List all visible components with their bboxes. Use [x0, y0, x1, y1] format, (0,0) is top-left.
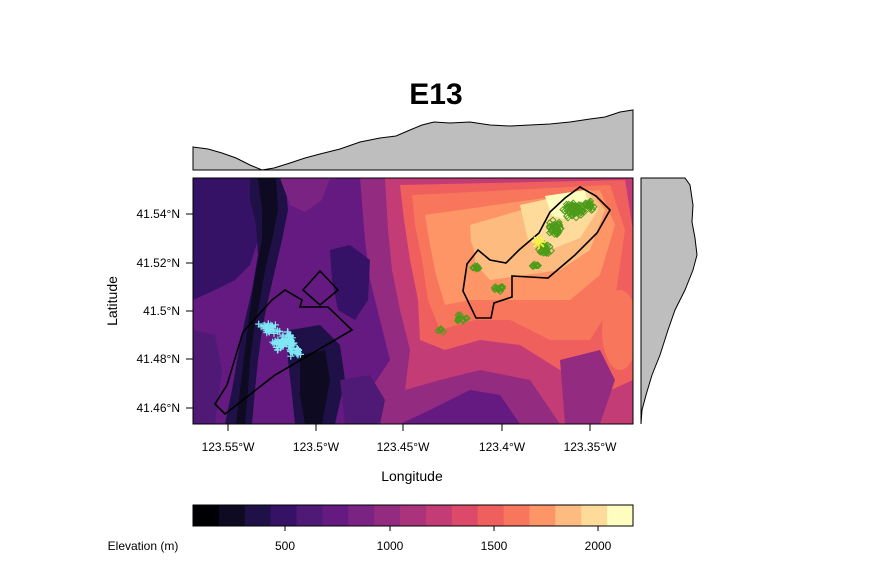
location-point: [540, 249, 548, 257]
legend-title: Elevation (m): [108, 539, 179, 553]
location-point: [495, 284, 503, 292]
location-point: [472, 263, 481, 271]
location-point: [274, 336, 282, 344]
legend-swatch: [400, 505, 427, 526]
location-point: [560, 207, 569, 215]
top-marginal-profile: [192, 109, 634, 171]
legend-colorbar: [193, 505, 634, 526]
location-point: [580, 208, 589, 216]
x-tick-label: 123.55°W: [202, 440, 256, 454]
location-point: [529, 261, 537, 269]
x-tick-label: 123.5°W: [293, 440, 340, 454]
boundary-west: [213, 289, 354, 416]
points-west: [255, 320, 304, 360]
y-tick-label: 41.5°N: [143, 304, 180, 318]
location-point: [284, 328, 291, 336]
location-point: [559, 205, 567, 214]
points-east: [434, 197, 598, 336]
y-axis-label: Latitude: [104, 276, 120, 326]
x-tick-labels: 123.55°W 123.5°W 123.45°W 123.4°W 123.35…: [202, 440, 618, 454]
y-tick-labels: 41.54°N 41.52°N 41.5°N 41.48°N 41.46°N: [137, 207, 181, 415]
legend-swatch: [218, 505, 246, 526]
legend-swatch: [193, 505, 220, 526]
location-point: [271, 321, 279, 329]
location-point: [267, 325, 275, 333]
location-point: [549, 223, 557, 231]
location-point: [293, 345, 301, 353]
location-point: [470, 264, 478, 272]
legend-swatch: [244, 505, 272, 526]
location-point: [532, 261, 540, 270]
legend-swatch: [451, 505, 479, 526]
legend-swatch: [607, 505, 634, 526]
x-tick-label: 123.45°W: [377, 440, 431, 454]
elevation-legend: Elevation (m) 500 1000 1500 2000: [108, 504, 634, 553]
legend-tick-label: 1000: [377, 539, 404, 553]
y-tick-label: 41.54°N: [137, 207, 181, 221]
location-point: [571, 205, 579, 213]
location-point: [545, 219, 554, 227]
legend-swatch: [296, 505, 324, 526]
right-marginal-profile: [640, 177, 698, 425]
legend-tick-label: 2000: [585, 539, 612, 553]
legend-swatch: [374, 505, 401, 526]
legend-tick-label: 1500: [481, 539, 508, 553]
location-point: [294, 349, 302, 357]
legend-swatch: [477, 505, 505, 526]
map-frame: [192, 177, 634, 425]
location-point: [279, 331, 287, 339]
location-point: [287, 347, 295, 355]
legend-swatch: [322, 505, 349, 526]
boundary-small-square: [301, 269, 340, 307]
x-tick-label: 123.4°W: [479, 440, 526, 454]
location-point: [263, 329, 271, 337]
boundary-east: [462, 186, 611, 319]
location-point: [562, 212, 571, 220]
legend-swatch: [270, 505, 298, 526]
axis-ticks: [186, 213, 591, 431]
location-point: [456, 314, 464, 322]
location-point: [555, 228, 563, 236]
location-point: [276, 327, 284, 335]
location-point: [542, 244, 551, 252]
legend-swatch: [555, 505, 582, 526]
location-point: [569, 199, 577, 207]
legend-swatch: [529, 505, 556, 526]
location-point: [582, 199, 590, 207]
x-tick-label: 123.35°W: [564, 440, 618, 454]
location-point: [562, 200, 571, 209]
location-point: [534, 245, 543, 254]
location-point: [437, 325, 445, 333]
location-point: [545, 224, 554, 232]
legend-swatch: [581, 505, 608, 526]
location-point: [461, 314, 470, 323]
location-point: [492, 284, 501, 292]
location-point: [567, 211, 576, 220]
location-point: [454, 314, 463, 323]
location-point: [287, 337, 295, 345]
range-boundaries: [213, 186, 611, 416]
location-point: [555, 218, 563, 227]
legend-swatch: [503, 505, 531, 526]
y-tick-label: 41.48°N: [137, 352, 181, 366]
legend-tick-label: 500: [275, 539, 295, 553]
location-point: [277, 344, 285, 351]
location-point: [255, 320, 263, 328]
location-point: [434, 326, 442, 335]
centroid-marker: [532, 235, 546, 249]
y-tick-label: 41.52°N: [137, 256, 181, 270]
y-tick-label: 41.46°N: [137, 401, 181, 415]
legend-swatch: [348, 505, 375, 526]
right-marginal-area: [640, 177, 698, 425]
location-point: [463, 314, 471, 322]
legend-swatch: [425, 505, 453, 526]
figure-title: E13: [409, 78, 462, 111]
x-axis-label: Longitude: [381, 468, 443, 484]
legend-frame: [192, 504, 634, 527]
top-marginal-area: [192, 109, 634, 171]
